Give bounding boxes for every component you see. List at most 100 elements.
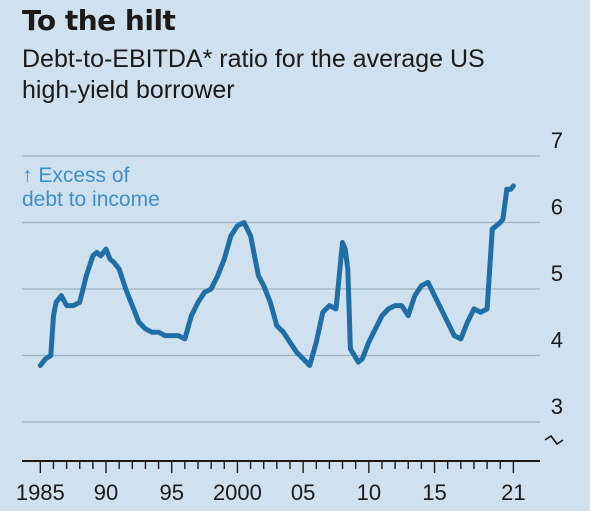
data-point — [138, 321, 140, 323]
data-point — [296, 351, 298, 353]
data-point — [184, 338, 186, 340]
data-point — [289, 341, 291, 343]
x-tick-label: 05 — [291, 480, 315, 505]
data-point — [72, 305, 74, 307]
y-tick-label: 4 — [551, 328, 563, 353]
data-point — [263, 285, 265, 287]
axis-break-icon — [544, 434, 564, 446]
data-point — [171, 335, 173, 337]
y-tick-label: 3 — [551, 394, 563, 419]
data-point — [131, 305, 133, 307]
x-tick-label: 21 — [501, 480, 525, 505]
data-point — [479, 311, 482, 313]
data-point — [322, 311, 324, 313]
y-tick-label: 7 — [551, 128, 563, 153]
data-point — [341, 241, 344, 243]
data-point — [447, 321, 449, 323]
data-point — [158, 331, 160, 333]
data-point — [473, 308, 475, 310]
annotation-line-1: Excess of — [38, 164, 130, 187]
data-point — [39, 364, 41, 367]
data-point — [230, 235, 232, 237]
data-point — [125, 288, 127, 290]
chart-subtitle: Debt-to-EBITDA* ratio for the average US… — [22, 45, 485, 104]
data-point — [381, 315, 383, 317]
data-point — [414, 295, 416, 297]
data-point — [109, 258, 111, 260]
data-point — [276, 325, 278, 327]
data-point — [223, 258, 225, 260]
data-point — [164, 335, 166, 337]
y-tick-label: 5 — [551, 261, 563, 286]
data-point — [257, 275, 259, 277]
data-point — [347, 268, 349, 270]
data-point — [357, 361, 359, 363]
data-point — [217, 275, 219, 277]
data-point — [512, 185, 515, 187]
data-point — [96, 251, 98, 253]
data-point — [79, 301, 81, 303]
data-point — [144, 328, 146, 330]
data-point — [118, 268, 120, 270]
data-point — [460, 338, 462, 340]
data-point — [407, 315, 409, 317]
data-point — [52, 315, 55, 317]
data-point — [250, 235, 252, 237]
data-point — [269, 301, 271, 303]
data-point — [353, 354, 355, 357]
data-point — [387, 308, 390, 310]
x-tick-label: 15 — [422, 480, 446, 505]
data-point — [85, 275, 87, 277]
data-point — [105, 248, 107, 250]
data-point — [349, 348, 351, 350]
data-point — [433, 295, 436, 297]
data-point — [50, 354, 52, 357]
data-point — [394, 305, 396, 307]
data-point — [374, 328, 376, 330]
data-point — [236, 225, 238, 227]
data-point — [309, 364, 311, 367]
data-point — [491, 228, 493, 230]
data-point — [151, 331, 153, 333]
data-point — [190, 315, 192, 317]
data-point — [502, 218, 504, 220]
data-point — [495, 225, 497, 227]
data-point — [440, 308, 442, 310]
data-point — [361, 358, 363, 360]
data-point — [100, 255, 102, 257]
annotation-line-2: debt to income — [22, 188, 160, 211]
data-point — [55, 301, 57, 303]
data-point — [113, 261, 115, 263]
data-point — [302, 358, 304, 360]
data-point — [92, 255, 94, 257]
data-point — [453, 335, 455, 337]
data-point — [45, 358, 47, 360]
y-axis-annotation: ↑ Excess of debt to income — [22, 164, 160, 212]
data-point — [427, 281, 429, 283]
data-point — [328, 305, 330, 307]
data-point — [66, 305, 68, 307]
data-point — [315, 341, 317, 343]
data-point — [466, 321, 468, 323]
data-point — [420, 285, 422, 287]
data-point — [197, 301, 199, 303]
data-point — [368, 341, 370, 343]
data-point — [60, 295, 62, 297]
data-point — [282, 331, 284, 333]
data-point — [344, 248, 346, 250]
data-point — [253, 255, 256, 257]
x-tick-label: 10 — [357, 480, 381, 505]
data-point — [499, 221, 501, 224]
series-line — [37, 183, 516, 368]
y-tick-label: 6 — [551, 195, 563, 220]
x-tick-label: 90 — [94, 480, 118, 505]
x-tick-label: 2000 — [213, 480, 262, 505]
data-point — [243, 221, 245, 224]
up-arrow-icon: ↑ — [22, 164, 33, 187]
data-point — [510, 188, 512, 190]
x-tick-label: 1985 — [16, 480, 65, 505]
data-point — [204, 291, 206, 293]
data-point — [401, 305, 403, 307]
